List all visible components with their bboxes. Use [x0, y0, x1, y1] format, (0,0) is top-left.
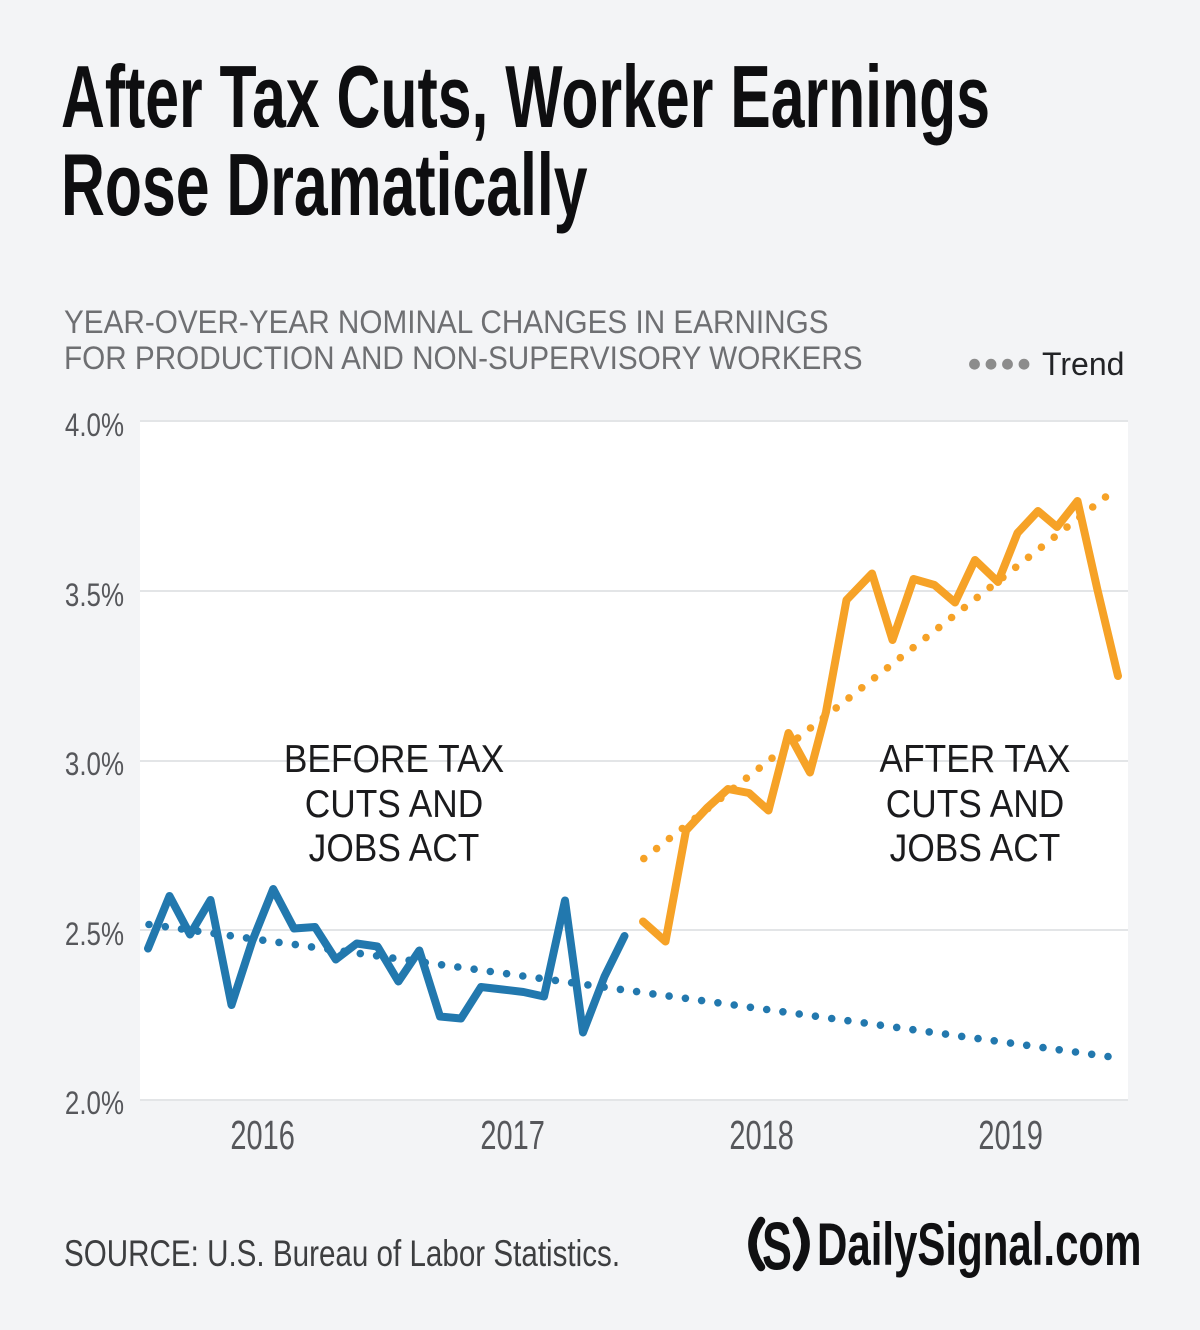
svg-text:S: S — [762, 1209, 792, 1285]
